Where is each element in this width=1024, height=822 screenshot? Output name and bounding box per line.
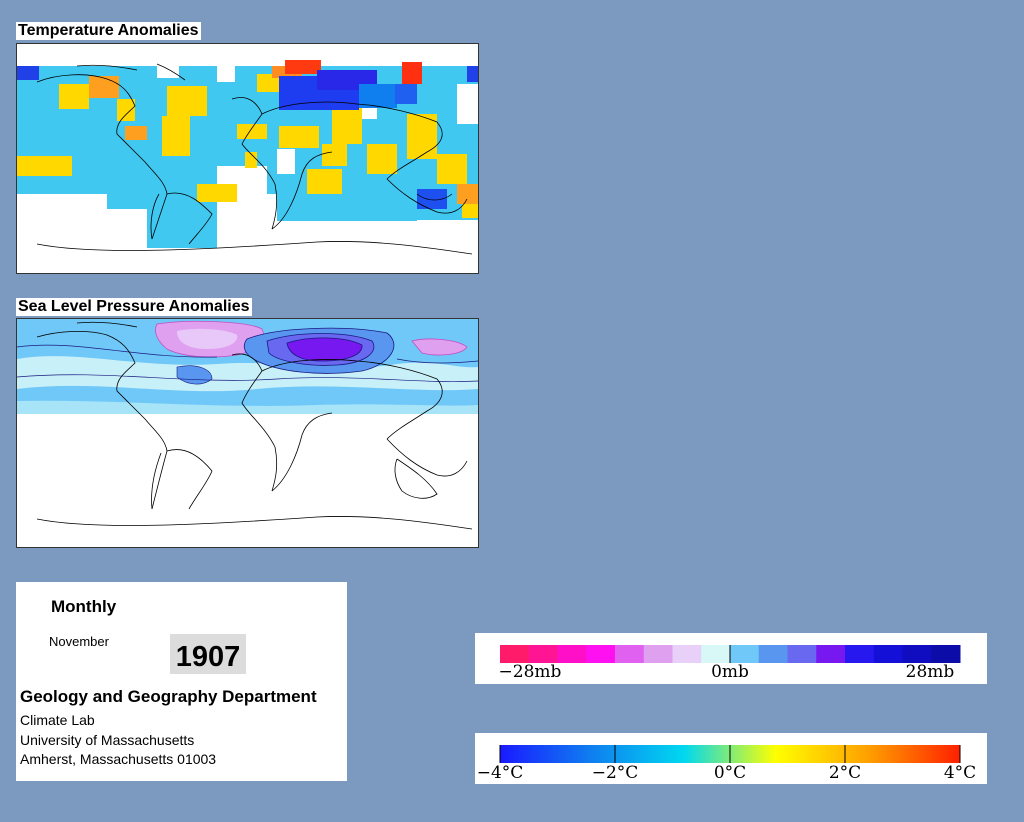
temperature-anomaly-raster <box>17 44 478 273</box>
pressure-tick-label: 0mb <box>711 662 749 682</box>
temperature-tick-label: −4°C <box>477 763 524 783</box>
period-label: Monthly <box>51 597 117 616</box>
pressure-color-swatch <box>701 645 731 663</box>
pressure-color-swatch <box>557 645 587 663</box>
address-line: Amherst, Massachusetts 01003 <box>20 751 217 767</box>
pressure-color-swatch <box>730 645 760 663</box>
temperature-colorbar: −4°C −2°C 0°C 2°C 4°C <box>477 745 976 783</box>
pressure-legend: −28mb 0mb 28mb <box>475 633 987 684</box>
pressure-color-swatch <box>873 645 903 663</box>
temperature-tick-label: 0°C <box>714 763 746 783</box>
pressure-color-swatch <box>816 645 846 663</box>
pressure-tick-label: −28mb <box>499 662 562 682</box>
pressure-tick-label: 28mb <box>906 662 955 682</box>
temperature-anomaly-map <box>16 43 479 274</box>
pressure-colorbar: −28mb 0mb 28mb <box>499 645 961 682</box>
pressure-color-swatch <box>615 645 645 663</box>
pressure-map-title: Sea Level Pressure Anomalies <box>16 298 252 316</box>
lab-name: Climate Lab <box>20 712 95 728</box>
pressure-color-swatch <box>758 645 788 663</box>
temperature-tick-label: −2°C <box>592 763 639 783</box>
university-name: University of Massachusetts <box>20 732 195 748</box>
info-panel: Monthly November 1907 Geology and Geogra… <box>16 582 347 781</box>
pressure-color-swatch <box>643 645 673 663</box>
pressure-anomaly-contours <box>17 319 478 547</box>
temperature-map-title: Temperature Anomalies <box>16 22 201 40</box>
month-label: November <box>49 634 109 649</box>
pressure-color-swatch <box>500 645 530 663</box>
pressure-anomaly-map <box>16 318 479 548</box>
pressure-color-swatch <box>672 645 702 663</box>
pressure-color-swatch <box>902 645 932 663</box>
temperature-tick-label: 2°C <box>829 763 861 783</box>
pressure-color-swatch <box>586 645 616 663</box>
pressure-color-swatch <box>528 645 558 663</box>
year-display: 1907 <box>170 634 246 674</box>
department-name: Geology and Geography Department <box>20 687 317 706</box>
pressure-color-swatch <box>931 645 961 663</box>
pressure-color-swatch <box>845 645 875 663</box>
pressure-color-swatch <box>787 645 817 663</box>
temperature-legend: −4°C −2°C 0°C 2°C 4°C <box>475 733 987 784</box>
temperature-tick-label: 4°C <box>944 763 976 783</box>
